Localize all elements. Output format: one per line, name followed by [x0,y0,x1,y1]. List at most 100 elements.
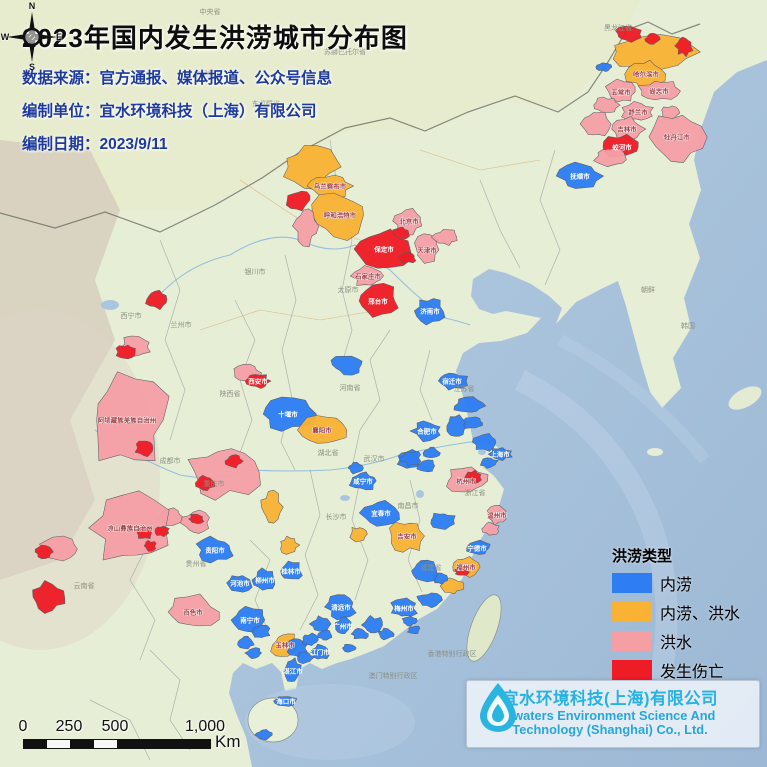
basemap-label: 朝鲜 [641,285,655,294]
flood-region-label: 福州市 [455,563,476,572]
flood-region [301,632,319,647]
flood-region [416,459,436,473]
map-author-line: 编制单位：宜水环境科技（上海）有限公司 [22,103,317,120]
flood-region [446,414,468,437]
flood-region-label: 天津市 [417,246,437,255]
logo-box: 宜水环境科技(上海)有限公司 Ewaters Environment Scien… [466,680,760,748]
flood-region [466,539,491,555]
flood-region [437,372,468,391]
flood-region [439,577,465,595]
flood-region-label: 十堰市 [278,410,298,419]
flood-region-label: 贵阳市 [205,546,225,555]
bathymetry-streak [515,370,678,683]
scale-tick: 250 [55,718,83,735]
flood-region [251,624,271,638]
flood-region [32,580,66,614]
flood-region-label: 五常市 [611,88,631,97]
flood-region-label: 湛江市 [283,667,303,676]
flood-region [463,416,483,429]
flood-region [464,469,482,485]
flood-region-label: 清远市 [331,603,351,612]
flood-region-label: 保定市 [373,245,394,254]
logo-text: 宜水环境科技(上海)有限公司 Ewaters Environment Scien… [467,690,759,737]
scale-tick: 1,000 [184,718,226,735]
basemap-label: 河南省 [340,383,361,392]
legend-swatch-shangwang [612,660,652,680]
flood-region-label: 温州市 [487,511,507,520]
flood-region [167,593,220,627]
flood-region-label: 玉林市 [275,641,295,650]
flood-region [579,111,612,137]
flood-region [611,115,647,142]
flood-region [251,567,276,591]
legend-item-hongshui: 洪水 [612,631,762,652]
flood-region [342,644,357,653]
flood-region-label: 百色市 [183,608,203,617]
flood-region [273,696,298,707]
flood-region [555,161,605,189]
flood-region [237,635,255,650]
bathymetry-streak [557,334,710,464]
flood-region [350,627,369,639]
flood-region-label: 宜春市 [371,509,391,518]
flood-region [430,229,458,247]
flood-region [430,512,456,530]
basemap-label: 韩国 [681,321,695,330]
flood-region [283,657,302,682]
legend-label: 发生伤亡 [660,664,725,681]
legend-item-neilao: 内涝 [612,573,762,594]
taiwan-island [466,594,502,662]
flood-region [416,592,443,609]
flood-region [330,355,363,376]
flood-region-label: 桂林市 [280,567,301,576]
flood-region-label: 襄阳市 [311,426,332,435]
flood-region [406,625,421,634]
flood-region [136,527,152,540]
compass-w: W [1,32,10,42]
flood-region [145,289,168,311]
flood-region [244,374,272,389]
flood-region-label: 牡丹江市 [664,133,691,142]
flood-region-label: 北京市 [399,217,419,226]
flood-region [297,651,316,664]
map-date-line: 编制日期：2023/9/11 [22,136,168,153]
flood-region [154,525,170,538]
compass-n: N [29,1,36,11]
flood-region [292,208,320,248]
flood-region-label: 柳州市 [255,576,275,585]
flood-region [115,344,136,360]
flood-region [280,560,303,580]
flood-region [615,26,642,43]
flood-region [644,33,661,45]
flood-region [260,489,284,524]
flood-region [297,415,348,444]
flood-region-label: 江门市 [310,648,330,657]
flood-region [454,567,470,576]
compass-star [7,12,57,62]
mongolia-terrain [0,0,640,228]
legend-label: 内涝、洪水 [660,606,741,623]
jeju-island [647,448,663,456]
taihu-lake [478,449,486,455]
flood-region-label: 宁德市 [467,544,487,553]
logo-name-en-1: Ewaters Environment Science And [504,707,716,723]
flood-region-label: 乌兰察布市 [314,182,347,191]
flood-region [411,559,438,583]
flood-region-label: 广州市 [333,622,353,631]
flood-region-label: 吉林市 [617,125,637,134]
flood-region-label: 南宁市 [240,616,260,625]
flood-region-label: 舒兰市 [628,108,648,117]
flood-region [453,396,487,413]
logo-name-cn: 宜水环境科技(上海)有限公司 [502,690,718,709]
flood-region [487,447,513,461]
flood-region [349,527,368,543]
map-title: 2023年国内发生洪涝城市分布图 [22,23,408,53]
legend-swatch-hongshui [612,631,652,651]
legend-label: 洪水 [660,635,693,652]
flood-region-label: 石家庄市 [354,272,382,281]
flood-region [398,450,422,467]
flood-region [96,371,170,462]
